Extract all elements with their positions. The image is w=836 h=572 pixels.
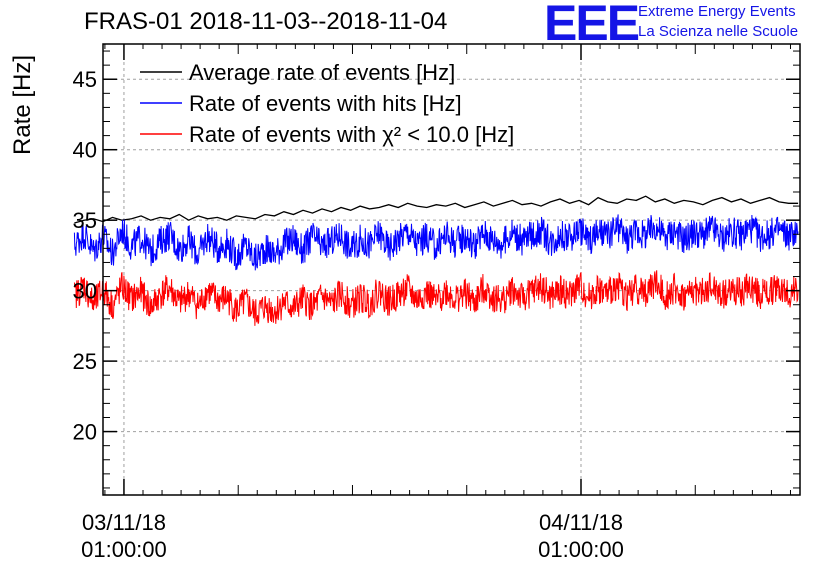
series-line-1 xyxy=(73,214,799,271)
legend-label-2: Rate of events with χ² < 10.0 [Hz] xyxy=(189,122,514,147)
series-line-0 xyxy=(74,195,799,224)
y-tick-label: 20 xyxy=(73,420,97,445)
y-tick-label: 40 xyxy=(73,138,97,163)
series-line-2 xyxy=(73,270,799,326)
legend: Average rate of events [Hz] Rate of event… xyxy=(140,60,514,147)
y-tick-label: 25 xyxy=(73,349,97,374)
y-tick-label: 30 xyxy=(73,279,97,304)
logo-caption-line2: La Scienza nelle Scuole xyxy=(638,23,799,40)
y-tick-label: 45 xyxy=(73,67,97,92)
grid xyxy=(103,44,800,495)
chart-title: FRAS-01 2018-11-03--2018-11-04 xyxy=(84,8,448,35)
legend-label-0: Average rate of events [Hz] xyxy=(189,60,455,85)
eee-logo: EEE xyxy=(544,0,640,51)
y-tick-label: 35 xyxy=(73,208,97,233)
logo-caption-line1: Extreme Energy Events xyxy=(638,3,796,20)
series-lines xyxy=(73,195,799,326)
x-tick-label-date: 03/11/18 xyxy=(82,510,166,535)
axes: 20253035404503/11/1801:00:0004/11/1801:0… xyxy=(73,44,800,562)
legend-label-1: Rate of events with hits [Hz] xyxy=(189,91,462,116)
x-tick-label-date: 04/11/18 xyxy=(539,510,623,535)
x-tick-label-time: 01:00:00 xyxy=(538,537,624,562)
y-axis-label: Rate [Hz] xyxy=(9,55,36,155)
x-tick-label-time: 01:00:00 xyxy=(81,537,167,562)
plot-frame xyxy=(102,43,801,496)
